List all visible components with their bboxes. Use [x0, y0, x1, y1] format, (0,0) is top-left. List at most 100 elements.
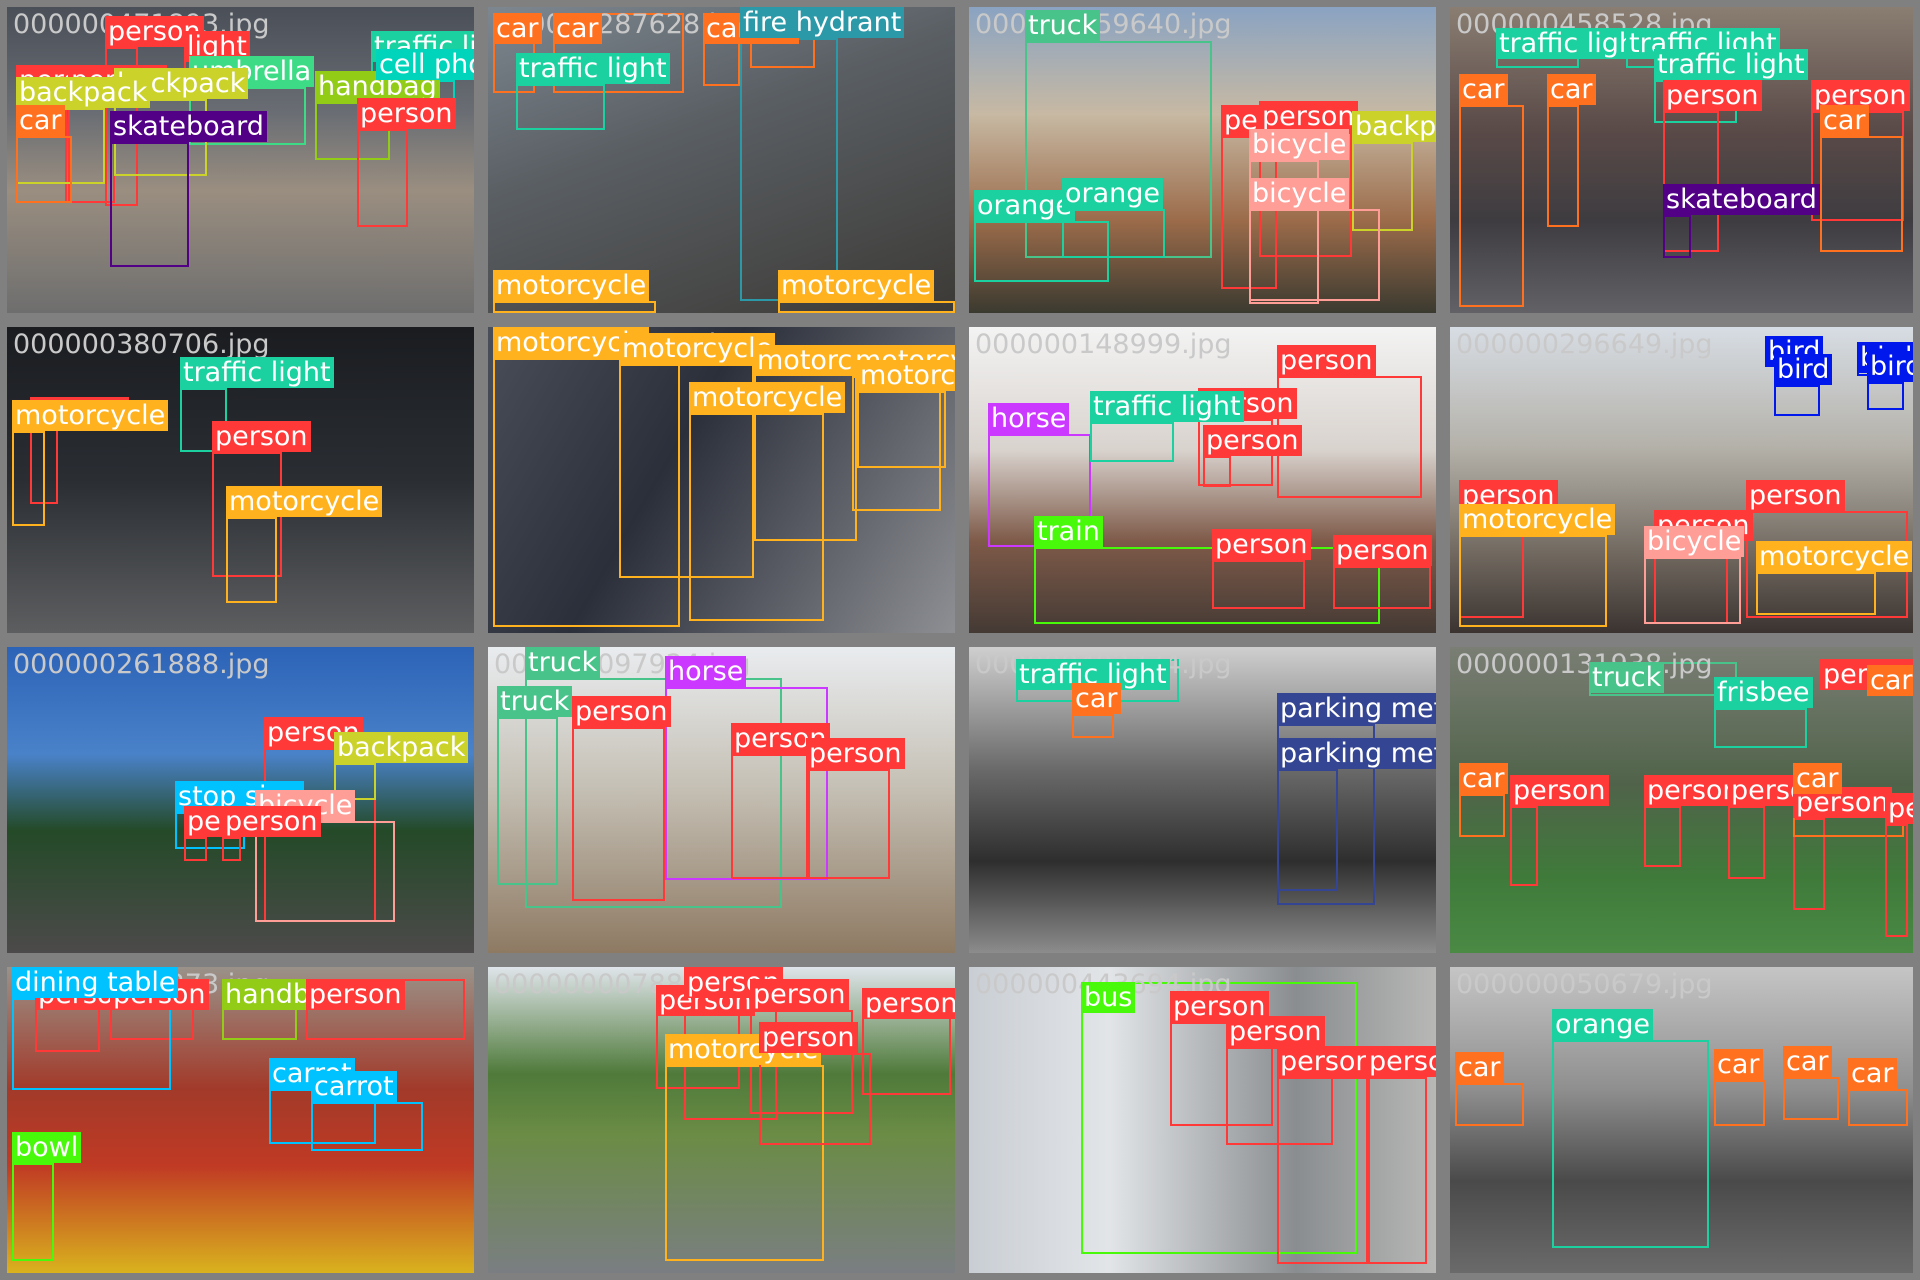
class-label: bicycle	[1249, 129, 1350, 160]
bounding-box	[16, 136, 72, 203]
bounding-box	[1034, 547, 1380, 624]
bounding-box	[1366, 1077, 1427, 1264]
class-label: person	[357, 98, 456, 129]
photo-area: 000000007881.jpg person person person person…	[488, 967, 955, 1273]
bounding-box	[12, 1163, 54, 1261]
class-label: motorcycle	[689, 382, 846, 413]
class-label: car	[553, 13, 602, 44]
class-label: traffic light	[1090, 391, 1244, 422]
class-label: car	[493, 13, 542, 44]
class-label: person	[1226, 1016, 1325, 1047]
class-label: motorcycle	[226, 486, 383, 517]
class-label: cell phone	[376, 49, 474, 80]
class-label: car	[1783, 1046, 1832, 1077]
bounding-box	[806, 769, 890, 879]
class-label: bus	[1081, 982, 1136, 1013]
bounding-box	[1644, 557, 1741, 624]
class-label: bird	[1867, 351, 1913, 382]
bounding-box	[1714, 1080, 1765, 1126]
class-label: car	[1793, 763, 1842, 794]
bounding-box	[497, 717, 558, 885]
bounding-box	[493, 358, 680, 627]
image-tile: 000000572956.jpgmotorcyclemotorcyclemoto…	[481, 320, 962, 640]
class-label: parking meter	[1277, 693, 1436, 724]
class-label: person	[222, 806, 321, 837]
class-label: motorcycle	[12, 400, 169, 431]
bounding-box	[778, 301, 955, 313]
class-label: dining table	[12, 967, 179, 998]
class-label: traffic light	[1496, 28, 1650, 59]
bounding-box	[12, 998, 171, 1090]
class-label: backpack	[334, 732, 469, 763]
class-label: motorcycle	[1459, 504, 1616, 535]
class-label: fire hydrant	[740, 7, 905, 38]
bounding-box	[1728, 806, 1765, 879]
class-label: person	[731, 723, 830, 754]
photo-area: 000000458528.jpg traffic light traffic lig…	[1450, 7, 1913, 313]
class-label: person	[1259, 101, 1358, 132]
bounding-box	[311, 1102, 423, 1151]
bounding-box	[572, 727, 665, 901]
bounding-box	[1848, 1089, 1908, 1126]
class-label: person	[572, 696, 671, 727]
class-label: person	[1212, 529, 1311, 560]
class-label: car	[1072, 683, 1121, 714]
bounding-box	[1459, 794, 1505, 837]
bounding-box	[1756, 572, 1876, 615]
bounding-box	[525, 678, 782, 908]
bounding-box	[1552, 1040, 1709, 1248]
filename-label: 000000050679.jpg	[1456, 969, 1713, 1000]
class-label: person	[1663, 80, 1762, 111]
class-label: bicycle	[1249, 178, 1350, 209]
bounding-box	[665, 1065, 824, 1261]
bounding-box	[1783, 1077, 1839, 1120]
class-label: car	[1459, 763, 1508, 794]
class-label: traffic light	[180, 357, 334, 388]
class-label: person	[1277, 345, 1376, 376]
bounding-box	[1081, 982, 1357, 1254]
image-tile: 000000296649.jpgbirdbirdbirdbirdpersonmo…	[1443, 320, 1920, 640]
image-tile: 000000007881.jpg person person person person…	[481, 960, 962, 1280]
filename-label: 000000296649.jpg	[1456, 329, 1713, 360]
bounding-box	[1663, 111, 1719, 252]
class-label: person	[306, 979, 405, 1010]
bounding-box	[1793, 818, 1825, 910]
image-tile: 000000148999.jpg person person horse traffic…	[962, 320, 1443, 640]
class-label: parking meter	[1277, 738, 1436, 769]
bounding-box	[315, 102, 390, 160]
bounding-box	[180, 388, 227, 452]
class-label: motorcycle	[1756, 541, 1913, 572]
class-label: bowl	[12, 1132, 82, 1163]
class-label: motorcycle	[493, 270, 650, 301]
class-label: skateboard	[1663, 184, 1820, 215]
class-label: traffic light	[516, 53, 670, 84]
bounding-box	[1170, 1022, 1273, 1126]
photo-area: 000000572956.jpgmotorcyclemotorcyclemoto…	[488, 327, 955, 633]
bounding-box	[665, 687, 828, 880]
bounding-box	[1820, 136, 1903, 252]
photo-area: 000000097924.jpg truck truck horse person per…	[488, 647, 955, 953]
class-label: car	[1820, 105, 1869, 136]
image-tile: 000000380706.jpg traffic light person motor…	[0, 320, 481, 640]
bounding-box	[184, 837, 207, 861]
bounding-box	[516, 84, 605, 130]
class-label: person	[862, 988, 955, 1019]
class-label: truck	[525, 647, 601, 678]
class-label: person	[1793, 787, 1892, 818]
bounding-box	[974, 221, 1109, 282]
bounding-box	[1090, 422, 1174, 462]
bounding-box	[1277, 769, 1338, 891]
class-label: car	[1455, 1052, 1504, 1083]
bounding-box	[1249, 209, 1380, 301]
photo-area: 000000148999.jpg person person horse traffic…	[969, 327, 1436, 633]
class-label: car	[1714, 1049, 1763, 1080]
bounding-box	[1459, 535, 1607, 627]
photo-area: 000000287628.jpgcarcarcarcarfire hydrant…	[488, 7, 955, 313]
bounding-box	[1455, 1083, 1524, 1126]
bounding-box	[1352, 142, 1413, 231]
bounding-box	[1212, 560, 1305, 609]
